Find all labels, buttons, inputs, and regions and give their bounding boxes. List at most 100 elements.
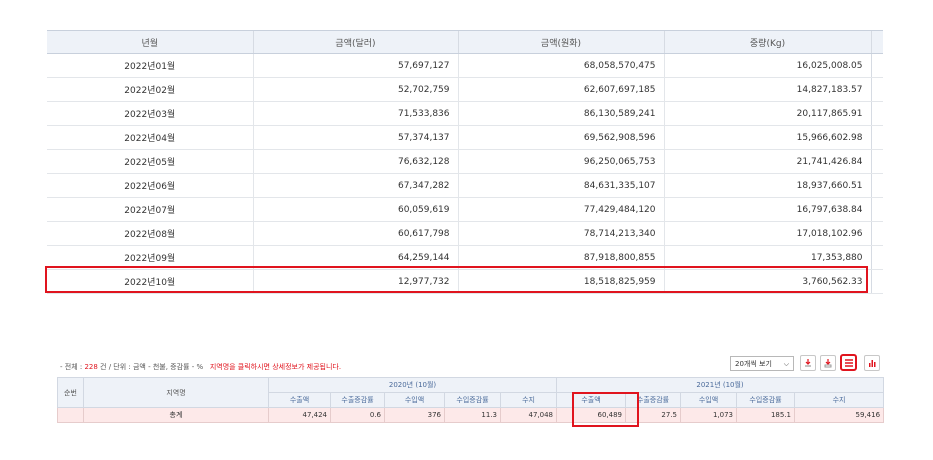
total-p2-export-rate: 27.5 [625, 407, 682, 423]
cell-month: 2022년10월 [47, 269, 253, 294]
header-p2-balance: 수지 [794, 392, 885, 408]
monthly-trade-table: 년월 금액(달러) 금액(원화) 중량(Kg) 2022년01월 57,697,1… [47, 30, 883, 294]
cell-amount-usd: 12,977,732 [252, 269, 458, 294]
cell-weight-kg: 21,741,426.84 [663, 149, 871, 174]
scrollbar-header-spacer [870, 30, 883, 54]
scrollbar-track[interactable] [870, 221, 883, 246]
header-p2-export: 수출액 [556, 392, 627, 408]
cell-amount-krw: 68,058,570,475 [457, 53, 664, 78]
total-p2-balance: 59,416 [794, 407, 885, 423]
scrollbar-track[interactable] [870, 77, 883, 102]
header-p1-balance: 수지 [499, 392, 558, 408]
header-amount-krw: 금액(원화) [457, 30, 664, 54]
header-p2-import: 수입액 [680, 392, 738, 408]
chart-view-button[interactable] [864, 355, 880, 371]
header-amount-usd: 금액(달러) [252, 30, 458, 54]
cell-amount-usd: 52,702,759 [252, 77, 458, 102]
scrollbar-track[interactable] [870, 101, 883, 126]
monthly-row: 2022년05월 76,632,128 96,250,065,753 21,741,4… [47, 149, 883, 174]
header-p2-import-rate: 수입증감률 [736, 392, 796, 408]
total-p2-import: 1,073 [680, 407, 738, 423]
cell-amount-krw: 87,918,800,855 [457, 245, 664, 270]
header-p1-import-rate: 수입증감률 [444, 392, 501, 408]
total-count: 228 [84, 363, 98, 371]
page-size-select[interactable]: 20개씩 보기 ⌵ [730, 356, 794, 371]
cell-month: 2022년08월 [47, 221, 253, 246]
print-button[interactable] [820, 355, 836, 371]
cell-weight-kg: 18,937,660.51 [663, 173, 871, 198]
cell-month: 2022년05월 [47, 149, 253, 174]
cell-amount-usd: 71,533,836 [252, 101, 458, 126]
cell-amount-usd: 60,059,619 [252, 197, 458, 222]
header-month: 년월 [47, 30, 253, 54]
region-header-row-2: 수출액 수출증감률 수입액 수입증감률 수지 수출액 수출증감률 수입액 수입증… [58, 392, 885, 408]
monthly-table-header-row: 년월 금액(달러) 금액(원화) 중량(Kg) [47, 30, 883, 54]
cell-amount-krw: 69,562,908,596 [457, 125, 664, 150]
monthly-row: 2022년04월 57,374,137 69,562,908,596 15,966,6… [47, 125, 883, 150]
monthly-row: 2022년07월 60,059,619 77,429,484,120 16,797,6… [47, 197, 883, 222]
print-icon [824, 359, 832, 368]
header-weight-kg: 중량(Kg) [663, 30, 871, 54]
cell-weight-kg: 20,117,865.91 [663, 101, 871, 126]
cell-month: 2022년01월 [47, 53, 253, 78]
unit-info: 건 / 단위 : 금액 - 천불, 증감률 - % [97, 363, 204, 371]
cell-amount-krw: 78,714,213,340 [457, 221, 664, 246]
scrollbar-track[interactable] [870, 125, 883, 150]
monthly-row: 2022년08월 60,617,798 78,714,213,340 17,018,1… [47, 221, 883, 246]
monthly-row: 2022년02월 52,702,759 62,607,697,185 14,827,1… [47, 77, 883, 102]
scrollbar-track[interactable] [870, 197, 883, 222]
header-period-2021: 2021년 (10월) [556, 377, 885, 393]
scrollbar-track[interactable] [870, 245, 883, 270]
scrollbar-track[interactable] [870, 269, 883, 294]
cell-amount-krw: 96,250,065,753 [457, 149, 664, 174]
total-region-label[interactable]: 총계 [83, 407, 269, 423]
cell-amount-usd: 64,259,144 [252, 245, 458, 270]
total-rank [57, 407, 84, 423]
cell-amount-usd: 76,632,128 [252, 149, 458, 174]
region-click-notice: 지역명을 클릭하시면 상세정보가 제공됩니다. [209, 363, 342, 371]
total-p1-export: 47,424 [268, 407, 331, 423]
scrollbar-track[interactable] [870, 149, 883, 174]
region-header-row-1: 순번 지역명 2020년 (10월) 2021년 (10월) [57, 377, 885, 408]
cell-weight-kg: 17,018,102.96 [663, 221, 871, 246]
total-p2-import-rate: 185.1 [736, 407, 796, 423]
cell-amount-usd: 60,617,798 [252, 221, 458, 246]
download-button[interactable] [800, 355, 816, 371]
cell-weight-kg: 16,025,008.05 [663, 53, 871, 78]
cell-weight-kg: 15,966,602.98 [663, 125, 871, 150]
cell-weight-kg: 17,353,880 [663, 245, 871, 270]
info-prefix: - 전체 : [60, 363, 85, 371]
cell-amount-usd: 57,374,137 [252, 125, 458, 150]
cell-amount-krw: 77,429,484,120 [457, 197, 664, 222]
header-region: 지역명 [83, 377, 269, 408]
cell-weight-kg: 3,760,562.33 [663, 269, 871, 294]
list-view-icon [844, 358, 853, 367]
region-trade-table: 순번 지역명 2020년 (10월) 2021년 (10월) 수출액 수출증감률… [57, 377, 885, 423]
cell-amount-usd: 57,697,127 [252, 53, 458, 78]
monthly-row: 2022년09월 64,259,144 87,918,800,855 17,353,8… [47, 245, 883, 270]
scrollbar-track[interactable] [870, 173, 883, 198]
monthly-row: 2022년01월 57,697,127 68,058,570,475 16,025,0… [47, 53, 883, 78]
cell-month: 2022년09월 [47, 245, 253, 270]
cell-amount-usd: 67,347,282 [252, 173, 458, 198]
cell-month: 2022년04월 [47, 125, 253, 150]
header-p1-export: 수출액 [268, 392, 331, 408]
header-period-2020: 2020년 (10월) [267, 377, 558, 393]
cell-amount-krw: 18,518,825,959 [457, 269, 664, 294]
chart-view-icon [869, 360, 876, 367]
header-rank: 순번 [57, 377, 84, 408]
cell-month: 2022년07월 [47, 197, 253, 222]
cell-amount-krw: 84,631,335,107 [457, 173, 664, 198]
monthly-row: 2022년03월 71,533,836 86,130,589,241 20,117,8… [47, 101, 883, 126]
total-p1-balance: 47,048 [499, 407, 558, 423]
cell-amount-krw: 62,607,697,185 [457, 77, 664, 102]
total-p1-import-rate: 11.3 [444, 407, 501, 423]
list-view-button[interactable] [840, 354, 857, 371]
cell-month: 2022년06월 [47, 173, 253, 198]
total-p1-import: 376 [384, 407, 445, 423]
total-p1-export-rate: 0.6 [330, 407, 385, 423]
cell-weight-kg: 16,797,638.84 [663, 197, 871, 222]
header-p1-import: 수입액 [384, 392, 445, 408]
cell-weight-kg: 14,827,183.57 [663, 77, 871, 102]
scrollbar-track[interactable] [870, 53, 883, 78]
